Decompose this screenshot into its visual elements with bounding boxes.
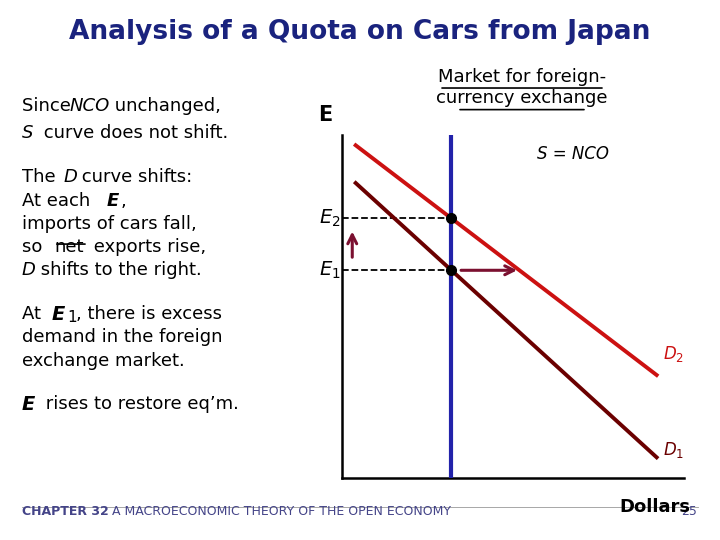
Text: shifts to the right.: shifts to the right. xyxy=(35,261,202,279)
Text: NCO: NCO xyxy=(70,97,110,115)
Text: Dollars: Dollars xyxy=(620,498,691,516)
Text: A MACROECONOMIC THEORY OF THE OPEN ECONOMY: A MACROECONOMIC THEORY OF THE OPEN ECONO… xyxy=(112,505,451,518)
Text: , there is excess: , there is excess xyxy=(76,305,222,323)
Text: exchange market.: exchange market. xyxy=(22,352,184,369)
Text: exports rise,: exports rise, xyxy=(88,238,206,256)
Text: E: E xyxy=(318,105,332,125)
Text: CHAPTER 32: CHAPTER 32 xyxy=(22,505,108,518)
Text: imports of cars fall,: imports of cars fall, xyxy=(22,215,197,233)
Text: S = NCO: S = NCO xyxy=(537,145,609,163)
Text: so: so xyxy=(22,238,48,256)
Text: $D_1$: $D_1$ xyxy=(664,441,685,461)
Text: S: S xyxy=(22,124,33,142)
Text: rises to restore eq’m.: rises to restore eq’m. xyxy=(40,395,239,413)
Text: $E_1$: $E_1$ xyxy=(318,260,341,281)
Text: Market for foreign-: Market for foreign- xyxy=(438,68,606,85)
Text: D: D xyxy=(22,261,35,279)
Text: $D_2$: $D_2$ xyxy=(664,345,685,364)
Text: demand in the foreign: demand in the foreign xyxy=(22,328,222,346)
Text: curve does not shift.: curve does not shift. xyxy=(38,124,228,142)
Text: E: E xyxy=(22,395,35,414)
Text: Analysis of a Quota on Cars from Japan: Analysis of a Quota on Cars from Japan xyxy=(69,19,651,45)
Text: E: E xyxy=(107,192,119,210)
Text: curve shifts:: curve shifts: xyxy=(76,168,192,186)
Text: At: At xyxy=(22,305,46,323)
Text: The: The xyxy=(22,168,61,186)
Text: currency exchange: currency exchange xyxy=(436,89,608,107)
Text: E: E xyxy=(52,305,66,324)
Text: Since: Since xyxy=(22,97,76,115)
Text: 1: 1 xyxy=(68,310,77,325)
Text: D: D xyxy=(63,168,77,186)
Text: net: net xyxy=(54,238,84,256)
Text: ,: , xyxy=(120,192,126,210)
Text: At each: At each xyxy=(22,192,96,210)
Text: 25: 25 xyxy=(681,505,697,518)
Text: unchanged,: unchanged, xyxy=(109,97,221,115)
Text: $E_2$: $E_2$ xyxy=(319,208,341,229)
